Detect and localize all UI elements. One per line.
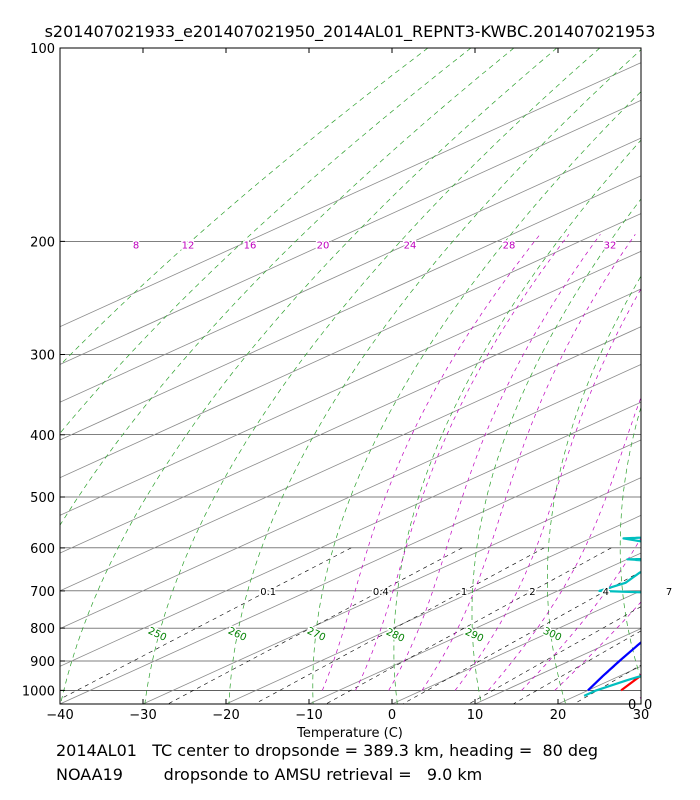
isotherm-line [60,62,641,328]
mixing-ratio-line [60,547,352,700]
isotherm-line [60,326,641,592]
y-tick-label: 1000 [22,684,55,699]
mixing-ratio-label: 0.1 [260,587,276,598]
moist-adiabat-label: 16 [244,240,257,251]
isotherm-line [225,514,641,704]
mixing-ratio-line [513,630,641,704]
x-tick-label: 30 [633,708,650,723]
y-tick-label: 200 [30,235,55,250]
isotherm-line [60,288,641,554]
dry-adiabat-line [60,48,558,704]
isotherm-line [557,665,641,704]
moist-adiabat-line [454,288,641,691]
isotherm-line [60,439,641,704]
isotherm-line [391,590,641,704]
x-tick-label: 0 [388,708,396,723]
y-tick-label: 500 [30,491,55,506]
isotherm-line [640,703,641,704]
moist-adiabat-line [620,673,641,691]
series-line-2 [639,696,641,700]
caption-line-1: 2014AL01 TC center to dropsonde = 389.3 … [56,741,599,760]
mixing-ratio-line [402,571,641,704]
mixing-ratio-label: 1 [461,587,467,598]
x-tick-label: −30 [129,708,156,723]
caption-line-2: NOAA19 dropsonde to AMSU retrieval = 9.0… [56,765,483,784]
series-group [583,536,641,700]
moist-adiabat-line [587,641,641,691]
y-tick-label: 100 [30,42,55,57]
axes-group: −40 −30 −20 −10 0 10 20 30100200300400500600700… [22,42,652,723]
mixing-ratio-line [325,547,612,704]
x-tick-label: 20 [550,708,567,723]
mixing-ratio-line [573,664,641,704]
moist-adiabat-line [388,234,601,691]
moist-adiabat-label: 12 [182,240,195,251]
mixing-ratio-line [254,547,545,704]
dry-adiabat-line [393,139,641,704]
y-tick-label: 700 [30,585,55,600]
mixing-ratio-line [167,547,463,704]
isotherm-line [142,477,641,704]
corner-label: 0 [628,698,636,713]
moist-adiabat-label: 24 [404,240,417,251]
moist-adiabat-label: 32 [604,240,617,251]
moist-adiabat-label: 20 [317,240,330,251]
moist-adiabat-line [554,601,641,691]
dry-adiabat-label: 280 [384,627,406,645]
isotherm-line [60,401,641,667]
y-tick-label: 400 [30,429,55,444]
x-tick-label: −40 [46,708,73,723]
dry-adiabat-line [144,48,601,704]
dry-adiabat-line [619,405,641,681]
isotherm-line [60,364,641,629]
series-line-0 [620,674,641,692]
isotherm-line [60,250,641,516]
x-tick-label: −20 [212,708,239,723]
x-tick-label: −10 [295,708,322,723]
isotherm-line [60,175,641,441]
isotherm-line [308,552,641,704]
y-tick-label: 600 [30,542,55,557]
dry-adiabat-line [312,91,641,704]
y-tick-label: 800 [30,622,55,637]
moist-adiabat-line [488,396,641,691]
moist-adiabat-line [654,234,700,690]
dry-adiabat-line [691,48,700,704]
isotherm-line [60,137,641,403]
y-tick-label: 300 [30,348,55,363]
y-tick-label: 900 [30,655,55,670]
dry-adiabat-line [60,48,429,366]
mixing-ratio-label: 2 [529,587,535,598]
mixing-ratio-line [468,606,641,704]
dry-adiabat-label: 290 [463,627,485,645]
moist-adiabat-line [688,234,700,690]
chart-title: s201407021933_e201407021950_2014AL01_REP… [45,22,656,42]
x-tick-label: 10 [467,708,484,723]
dry-adiabat-line [228,49,641,704]
moist-adiabat-label: 28 [503,240,516,251]
isotherm-line [60,99,641,365]
dry-adiabat-line [471,198,641,704]
background-lines [60,48,700,704]
mixing-ratio-label: 0.4 [373,587,389,598]
moist-adiabat-label: 8 [133,240,139,251]
x-axis-label: Temperature (C) [296,726,403,741]
mixing-ratio-label: 7 [666,587,672,598]
series-line-3 [583,536,641,697]
plot-frame [59,47,642,705]
mixing-ratio-label: 4 [603,587,609,598]
isotherm-line [60,213,641,479]
moist-adiabat-line [355,234,570,691]
moist-adiabat-line [521,537,641,691]
dry-adiabat-line [547,275,641,704]
corner-label: 0 [644,698,652,713]
moist-adiabat-line [321,234,541,691]
moist-adiabat-line [421,234,636,691]
dry-adiabat-line [60,48,472,434]
dry-adiabat-line [60,48,515,526]
